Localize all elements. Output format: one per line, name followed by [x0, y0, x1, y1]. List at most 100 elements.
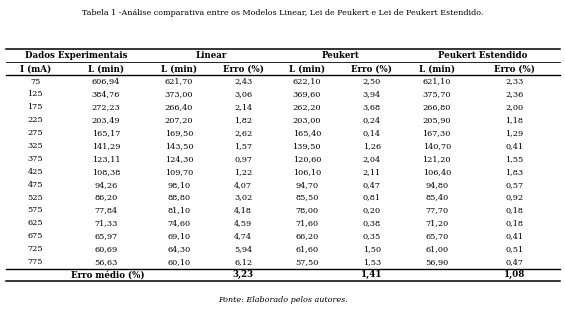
Text: 81,10: 81,10	[167, 206, 190, 215]
Text: L (min): L (min)	[419, 64, 455, 73]
Text: 0,35: 0,35	[363, 232, 381, 240]
Text: 109,70: 109,70	[165, 168, 193, 176]
Text: 3,02: 3,02	[234, 194, 253, 202]
Text: 0,92: 0,92	[505, 194, 523, 202]
Text: 4,74: 4,74	[234, 232, 252, 240]
Text: 475: 475	[28, 181, 43, 189]
Text: Dados Experimentais: Dados Experimentais	[25, 51, 128, 60]
Text: 1,29: 1,29	[505, 129, 523, 137]
Text: 272,23: 272,23	[92, 103, 120, 111]
Text: 0,41: 0,41	[505, 142, 523, 150]
Text: 621,10: 621,10	[423, 78, 451, 86]
Text: 1,08: 1,08	[503, 271, 525, 280]
Text: 85,50: 85,50	[295, 194, 319, 202]
Text: 125: 125	[28, 90, 43, 99]
Text: 167,30: 167,30	[423, 129, 451, 137]
Text: 1,57: 1,57	[234, 142, 253, 150]
Text: 0,18: 0,18	[505, 206, 523, 215]
Text: 0,81: 0,81	[363, 194, 381, 202]
Text: 3,06: 3,06	[234, 90, 253, 99]
Text: Erro (%): Erro (%)	[223, 64, 264, 73]
Text: 56,63: 56,63	[94, 258, 118, 266]
Text: 621,70: 621,70	[164, 78, 193, 86]
Text: 6,12: 6,12	[234, 258, 253, 266]
Text: 121,20: 121,20	[423, 155, 451, 163]
Text: 75: 75	[30, 78, 41, 86]
Text: 74,60: 74,60	[167, 219, 190, 227]
Text: 64,30: 64,30	[167, 245, 190, 253]
Text: 205,90: 205,90	[423, 116, 451, 124]
Text: 141,29: 141,29	[92, 142, 120, 150]
Text: I (mA): I (mA)	[20, 64, 51, 73]
Text: 60,69: 60,69	[94, 245, 118, 253]
Text: 425: 425	[28, 168, 43, 176]
Text: 65,70: 65,70	[425, 232, 449, 240]
Text: 98,10: 98,10	[167, 181, 190, 189]
Text: 60,10: 60,10	[167, 258, 190, 266]
Text: 139,50: 139,50	[293, 142, 321, 150]
Text: 0,24: 0,24	[363, 116, 381, 124]
Text: 1,53: 1,53	[363, 258, 381, 266]
Text: 165,17: 165,17	[92, 129, 120, 137]
Text: 3,68: 3,68	[363, 103, 381, 111]
Text: 2,11: 2,11	[363, 168, 381, 176]
Text: 373,00: 373,00	[164, 90, 193, 99]
Text: 123,11: 123,11	[92, 155, 120, 163]
Text: 165,40: 165,40	[293, 129, 321, 137]
Text: Linear: Linear	[195, 51, 227, 60]
Text: 622,10: 622,10	[293, 78, 321, 86]
Text: 0,20: 0,20	[363, 206, 381, 215]
Text: Erro (%): Erro (%)	[494, 64, 534, 73]
Text: 61,00: 61,00	[425, 245, 448, 253]
Text: 65,97: 65,97	[94, 232, 118, 240]
Text: 384,76: 384,76	[92, 90, 120, 99]
Text: 78,00: 78,00	[295, 206, 318, 215]
Text: 625: 625	[28, 219, 43, 227]
Text: 207,20: 207,20	[164, 116, 193, 124]
Text: 575: 575	[28, 206, 43, 215]
Text: 262,20: 262,20	[293, 103, 321, 111]
Text: Erro médio (%): Erro médio (%)	[71, 271, 145, 280]
Text: 2,14: 2,14	[234, 103, 253, 111]
Text: 266,40: 266,40	[164, 103, 193, 111]
Text: 4,07: 4,07	[234, 181, 252, 189]
Text: Fonte: Elaborado pelos autores.: Fonte: Elaborado pelos autores.	[218, 296, 347, 304]
Text: 140,70: 140,70	[423, 142, 451, 150]
Text: 375,70: 375,70	[423, 90, 451, 99]
Text: 169,50: 169,50	[164, 129, 193, 137]
Text: 5,94: 5,94	[234, 245, 253, 253]
Text: 4,59: 4,59	[234, 219, 253, 227]
Text: 1,55: 1,55	[505, 155, 523, 163]
Text: 0,57: 0,57	[505, 181, 523, 189]
Text: 0,41: 0,41	[505, 232, 523, 240]
Text: 0,51: 0,51	[505, 245, 523, 253]
Text: Erro (%): Erro (%)	[351, 64, 392, 73]
Text: 0,14: 0,14	[363, 129, 381, 137]
Text: 0,47: 0,47	[363, 181, 381, 189]
Text: 94,70: 94,70	[295, 181, 318, 189]
Text: 203,49: 203,49	[92, 116, 120, 124]
Text: 1,22: 1,22	[234, 168, 253, 176]
Text: 4,18: 4,18	[234, 206, 252, 215]
Text: 106,40: 106,40	[423, 168, 451, 176]
Text: 61,60: 61,60	[295, 245, 318, 253]
Text: Tabela 1 -Análise comparativa entre os Modelos Linear, Lei de Peukert e Lei de P: Tabela 1 -Análise comparativa entre os M…	[82, 9, 483, 17]
Text: 2,33: 2,33	[505, 78, 523, 86]
Text: 88,80: 88,80	[167, 194, 190, 202]
Text: 1,18: 1,18	[505, 116, 523, 124]
Text: 66,20: 66,20	[295, 232, 319, 240]
Text: 606,94: 606,94	[92, 78, 120, 86]
Text: 225: 225	[28, 116, 43, 124]
Text: 2,62: 2,62	[234, 129, 253, 137]
Text: 71,20: 71,20	[425, 219, 449, 227]
Text: 2,36: 2,36	[505, 90, 523, 99]
Text: 71,33: 71,33	[94, 219, 118, 227]
Text: 675: 675	[28, 232, 43, 240]
Text: 1,82: 1,82	[234, 116, 253, 124]
Text: 2,50: 2,50	[363, 78, 381, 86]
Text: 94,80: 94,80	[425, 181, 448, 189]
Text: 0,47: 0,47	[505, 258, 523, 266]
Text: 85,40: 85,40	[425, 194, 449, 202]
Text: 1,41: 1,41	[361, 271, 383, 280]
Text: 57,50: 57,50	[295, 258, 319, 266]
